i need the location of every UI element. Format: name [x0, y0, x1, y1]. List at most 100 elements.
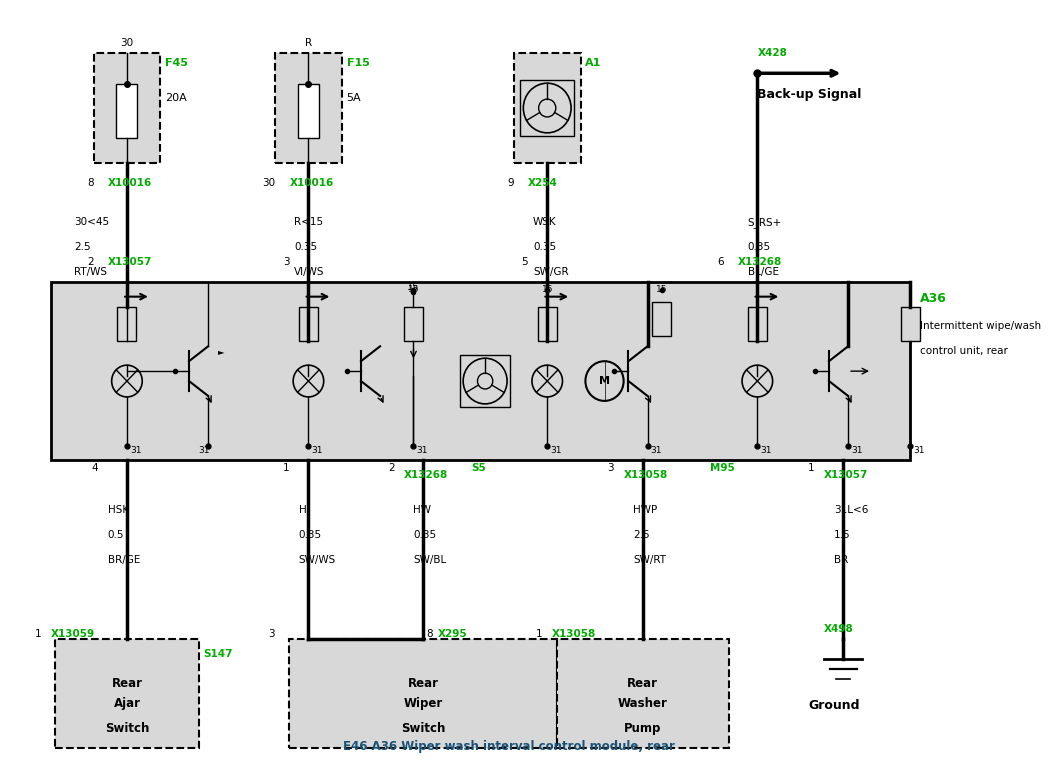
Bar [404, 307, 423, 341]
Text: M95: M95 [709, 463, 734, 473]
Text: X13058: X13058 [552, 629, 596, 639]
Text: 31: 31 [416, 445, 428, 455]
Text: SW/GR: SW/GR [533, 267, 568, 277]
Text: 1: 1 [282, 463, 289, 473]
Text: 1: 1 [808, 463, 815, 473]
Text: Switch: Switch [105, 722, 149, 735]
Text: Ajar: Ajar [114, 697, 140, 710]
Bar [652, 302, 671, 336]
Text: 4: 4 [91, 463, 99, 473]
Text: 0.35: 0.35 [748, 242, 771, 252]
Text: 0.35: 0.35 [294, 242, 318, 252]
Text: BR/GE: BR/GE [108, 555, 140, 565]
Text: Ground: Ground [808, 698, 859, 712]
Text: BR: BR [834, 555, 849, 565]
Text: A1: A1 [585, 58, 602, 68]
FancyBboxPatch shape [275, 54, 342, 163]
Text: SW/RT: SW/RT [633, 555, 666, 565]
Text: M: M [599, 376, 610, 386]
FancyBboxPatch shape [55, 639, 199, 748]
Text: Rear: Rear [408, 677, 439, 691]
Bar [298, 84, 319, 138]
Text: 9: 9 [508, 178, 514, 188]
Text: X13057: X13057 [824, 470, 869, 480]
Bar [117, 84, 137, 138]
Text: X10016: X10016 [108, 178, 152, 188]
Text: 30<45: 30<45 [74, 217, 109, 227]
Bar [51, 282, 910, 460]
Text: F45: F45 [166, 58, 188, 68]
Text: X13059: X13059 [51, 629, 95, 639]
Text: A36: A36 [920, 292, 946, 305]
Text: 31: 31 [311, 445, 323, 455]
Bar [298, 307, 318, 341]
Text: 31L<6: 31L<6 [834, 505, 868, 515]
Text: 5: 5 [521, 257, 528, 267]
Bar [118, 307, 137, 341]
Text: S5: S5 [470, 463, 485, 473]
Text: 31: 31 [851, 445, 862, 455]
Text: 0.35: 0.35 [298, 530, 322, 540]
Text: 15: 15 [542, 285, 553, 293]
Text: Rear: Rear [628, 677, 658, 691]
FancyBboxPatch shape [514, 54, 581, 163]
Text: 20A: 20A [166, 93, 187, 103]
Text: 0.5: 0.5 [108, 530, 124, 540]
Text: 31: 31 [550, 445, 562, 455]
Text: Pump: Pump [624, 722, 662, 735]
Text: 2.5: 2.5 [74, 242, 91, 252]
Text: HWP: HWP [633, 505, 657, 515]
Text: 15: 15 [408, 285, 419, 293]
Text: BL/GE: BL/GE [748, 267, 778, 277]
Text: WSK: WSK [533, 217, 556, 227]
Text: F15: F15 [346, 58, 370, 68]
Text: X254: X254 [528, 178, 558, 188]
Text: 31: 31 [650, 445, 662, 455]
Text: 0.35: 0.35 [413, 530, 436, 540]
Text: 1.5: 1.5 [834, 530, 851, 540]
Text: 1: 1 [34, 629, 41, 639]
Text: 2: 2 [87, 257, 93, 267]
Text: 1: 1 [536, 629, 543, 639]
Bar [520, 80, 573, 136]
FancyBboxPatch shape [289, 639, 556, 748]
Text: 31: 31 [199, 445, 210, 455]
Text: 30: 30 [262, 178, 275, 188]
Bar [537, 307, 556, 341]
Text: HSK: HSK [108, 505, 129, 515]
Text: 30: 30 [120, 39, 134, 48]
Text: 8: 8 [87, 178, 93, 188]
Text: VI/WS: VI/WS [294, 267, 325, 277]
Bar [901, 307, 920, 341]
FancyBboxPatch shape [556, 639, 729, 748]
Text: ►: ► [218, 347, 224, 355]
Text: 15: 15 [656, 285, 668, 293]
Text: 3: 3 [282, 257, 289, 267]
Text: 3: 3 [269, 629, 275, 639]
Text: HI: HI [298, 505, 310, 515]
Text: X13268: X13268 [738, 257, 783, 267]
Text: 2: 2 [388, 463, 394, 473]
Text: 15: 15 [408, 282, 419, 292]
Text: X10016: X10016 [289, 178, 333, 188]
Text: X295: X295 [438, 629, 467, 639]
Text: Switch: Switch [400, 722, 445, 735]
Text: Intermittent wipe/wash: Intermittent wipe/wash [920, 321, 1041, 331]
Text: 3: 3 [607, 463, 614, 473]
Text: 6: 6 [717, 257, 724, 267]
Text: 5A: 5A [346, 93, 361, 103]
Text: RT/WS: RT/WS [74, 267, 107, 277]
Bar [460, 355, 510, 407]
Text: Back-up Signal: Back-up Signal [757, 88, 861, 101]
Text: Washer: Washer [618, 697, 668, 710]
Text: S_RS+: S_RS+ [748, 217, 782, 228]
Text: Wiper: Wiper [404, 697, 443, 710]
Text: SW/BL: SW/BL [413, 555, 447, 565]
Text: X13268: X13268 [404, 470, 448, 480]
Text: 0.35: 0.35 [533, 242, 556, 252]
Bar [748, 307, 767, 341]
Text: Rear: Rear [112, 677, 142, 691]
Text: R: R [305, 39, 312, 48]
Text: X428: X428 [757, 48, 787, 58]
Text: 31: 31 [130, 445, 141, 455]
